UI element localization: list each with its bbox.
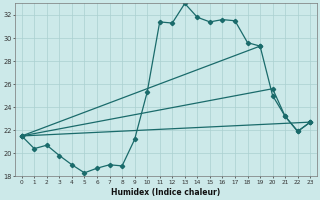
X-axis label: Humidex (Indice chaleur): Humidex (Indice chaleur) xyxy=(111,188,220,197)
